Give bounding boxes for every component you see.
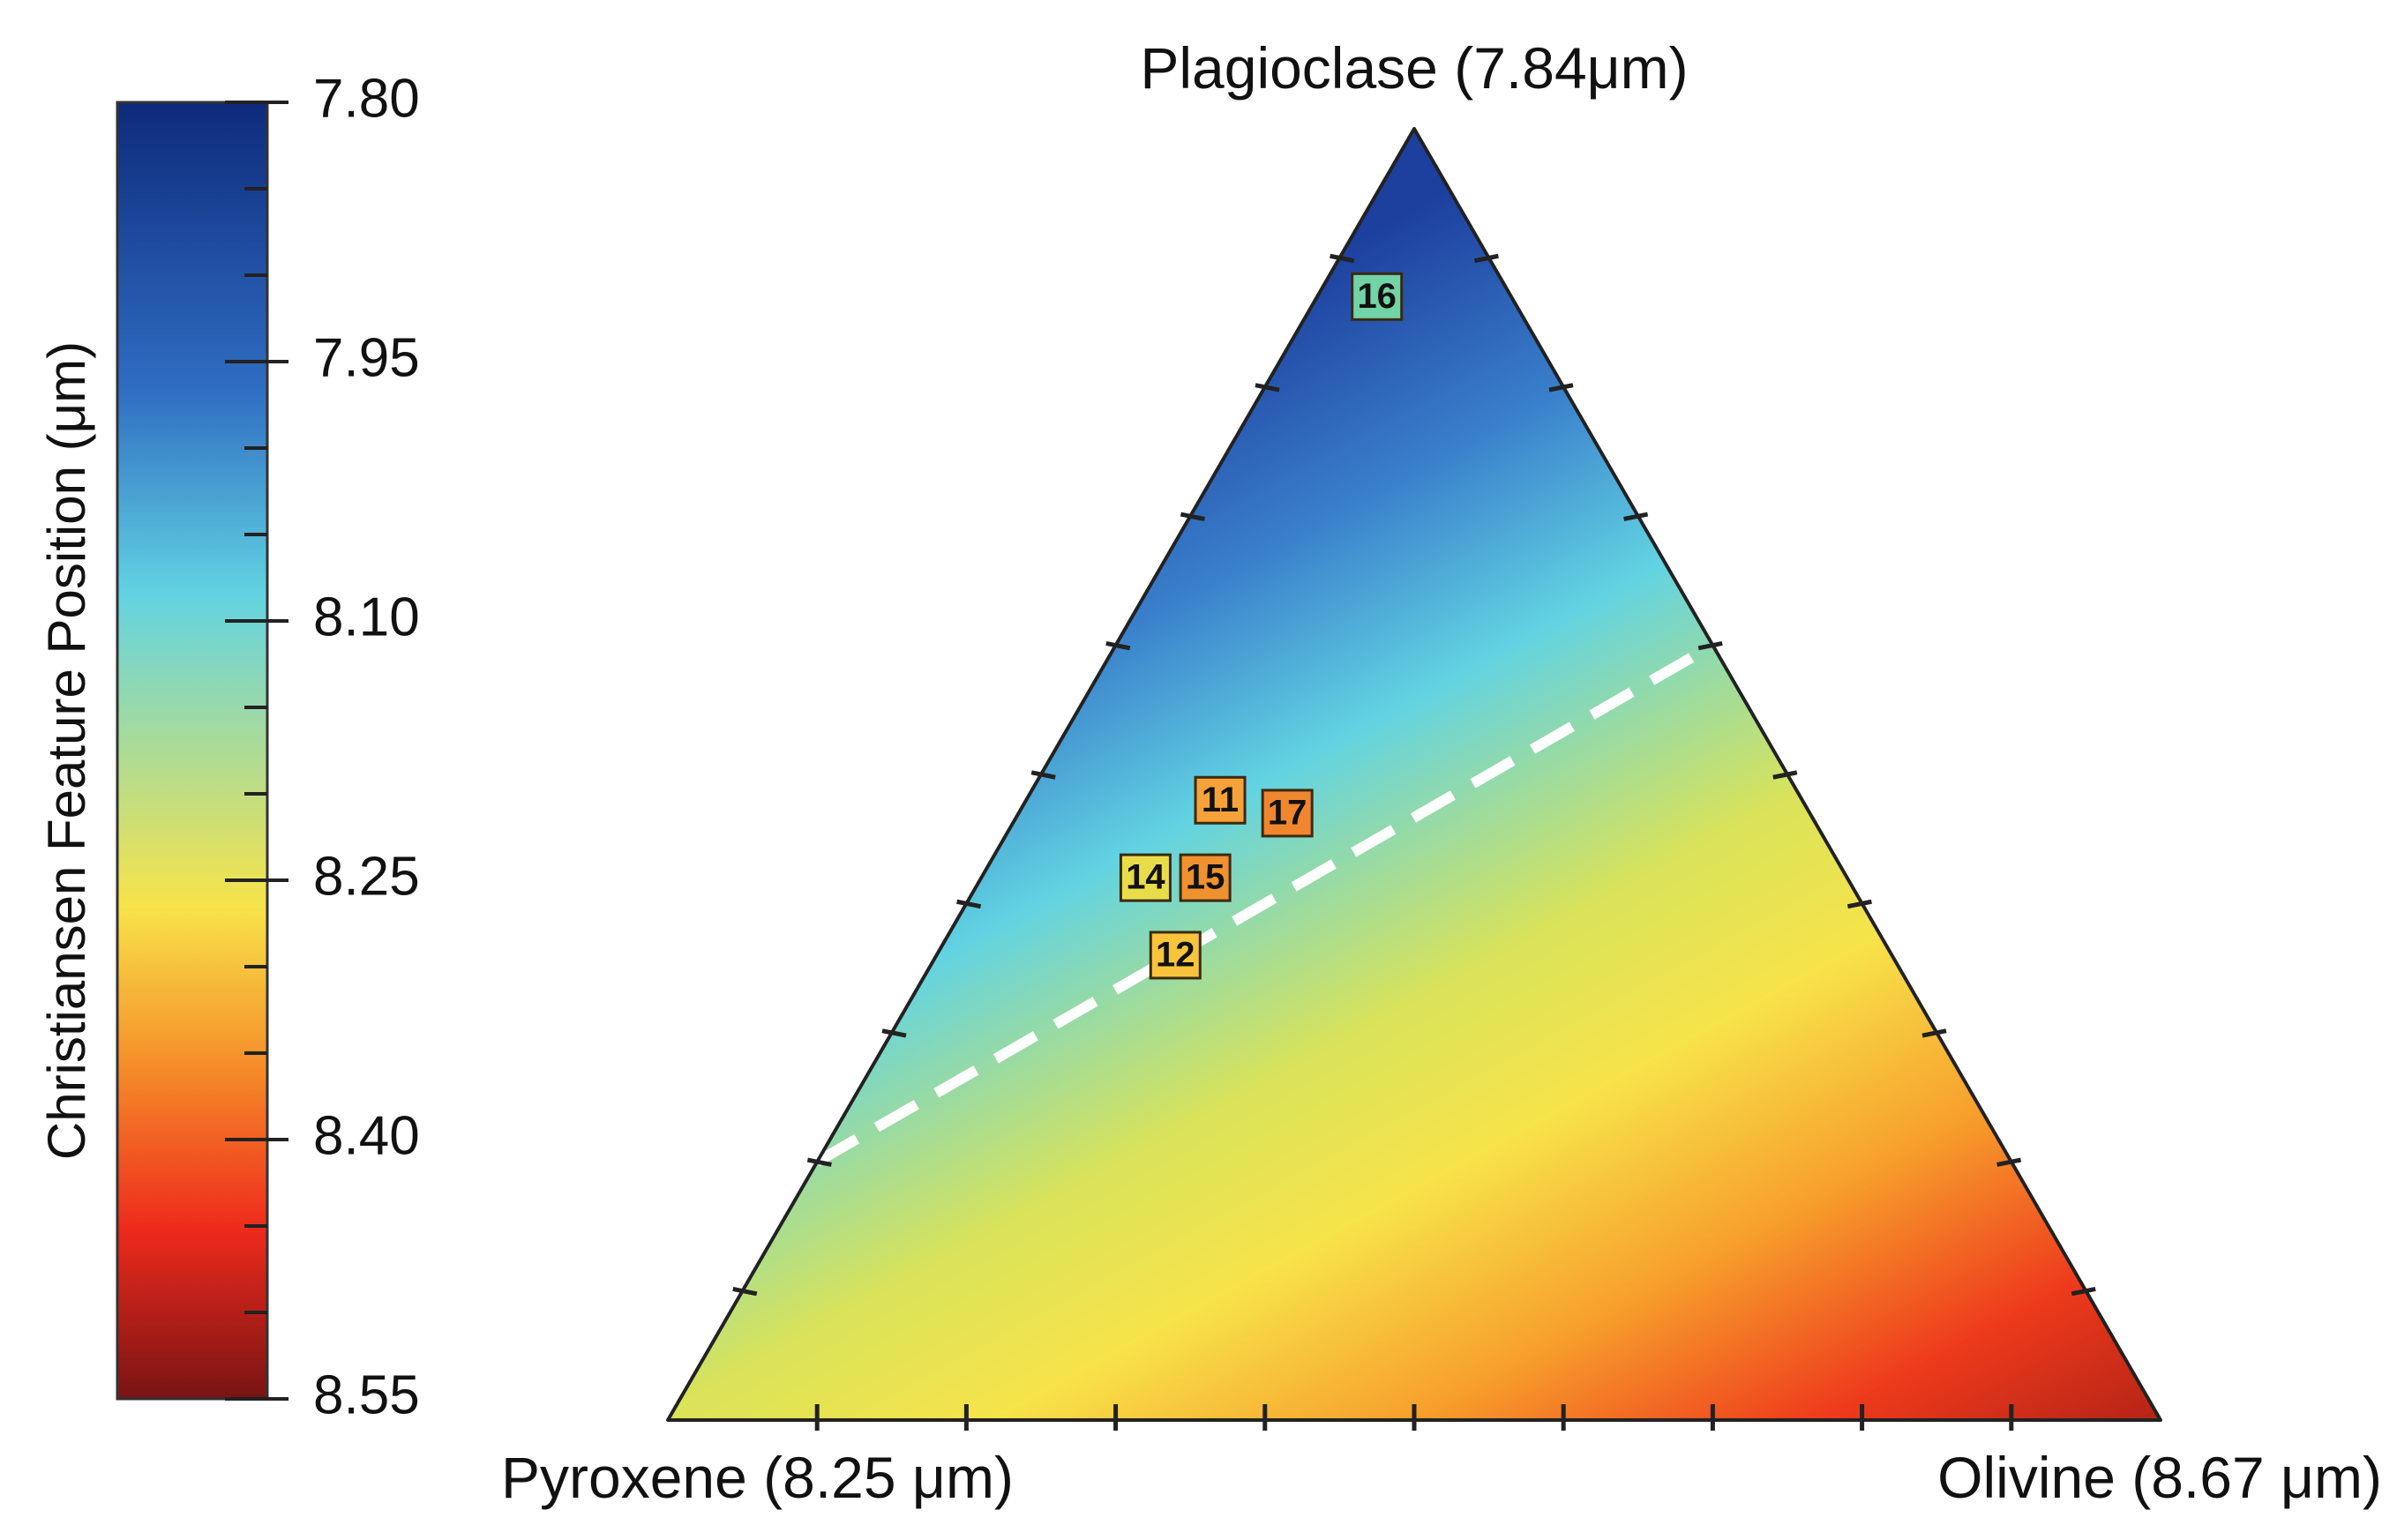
colorbar-tick-label: 7.80 bbox=[313, 68, 420, 129]
sample-box bbox=[1149, 931, 1202, 980]
colorbar-tick-label: 8.40 bbox=[313, 1105, 420, 1166]
colorbar-tick-label: 8.10 bbox=[313, 587, 420, 647]
tick-right-side bbox=[1697, 640, 1723, 651]
triangle-ticks bbox=[732, 253, 2096, 1431]
sample-box bbox=[1351, 272, 1404, 321]
vertex-label-plagioclase: Plagioclase (7.84μm) bbox=[1140, 35, 1688, 101]
ternary-plot: 16 11 17 14 15 12 Plagioclase (7.84μm) Pyroxe… bbox=[501, 35, 2382, 1510]
sample-marker: 17 bbox=[1261, 789, 1314, 838]
tick-left-side bbox=[1330, 253, 1355, 264]
sample-marker: 14 bbox=[1119, 853, 1172, 902]
sample-marker: 12 bbox=[1149, 931, 1202, 980]
tick-right-side bbox=[1772, 770, 1798, 780]
tick-right-side bbox=[1623, 512, 1649, 521]
sample-marker: 16 bbox=[1351, 272, 1404, 321]
boundary-dashed-line bbox=[814, 640, 1716, 1167]
tick-left-side bbox=[956, 899, 982, 909]
colorbar-title: Christiansen Feature Position (μm) bbox=[37, 341, 96, 1160]
triangle-fill bbox=[668, 129, 2161, 1420]
tick-left-side bbox=[806, 1157, 832, 1167]
sample-marker: 11 bbox=[1194, 775, 1247, 825]
vertex-label-pyroxene: Pyroxene (8.25 μm) bbox=[501, 1445, 1014, 1510]
colorbar-ticks: 7.80 7.95 8.10 8.25 8.40 8.55 bbox=[225, 68, 420, 1425]
tick-left-side bbox=[1105, 640, 1131, 651]
tick-right-side bbox=[1921, 1028, 1947, 1038]
colorbar-tick-label: 7.95 bbox=[313, 327, 420, 388]
sample-box bbox=[1119, 853, 1172, 902]
colorbar-rect bbox=[116, 101, 269, 1401]
tick-right-side bbox=[1548, 383, 1574, 392]
tick-right-side bbox=[2071, 1286, 2096, 1297]
sample-label: 12 bbox=[1156, 936, 1195, 975]
tick-left-side bbox=[1030, 770, 1056, 780]
sample-label: 15 bbox=[1186, 858, 1225, 897]
tick-left-side bbox=[732, 1286, 758, 1297]
tick-right-side bbox=[1996, 1157, 2022, 1167]
sample-label: 14 bbox=[1126, 858, 1165, 897]
colorbar: 7.80 7.95 8.10 8.25 8.40 8.55 Christiansen Fe… bbox=[37, 68, 420, 1425]
tick-right-side bbox=[1846, 899, 1872, 909]
sample-markers: 16 11 17 14 15 12 bbox=[1119, 272, 1404, 980]
sample-box bbox=[1179, 853, 1232, 902]
sample-box bbox=[1194, 775, 1247, 825]
tick-left-side bbox=[1180, 512, 1205, 521]
tick-right-side bbox=[1473, 253, 1499, 264]
tick-left-side bbox=[1255, 383, 1280, 392]
sample-marker: 15 bbox=[1179, 853, 1232, 902]
sample-label: 17 bbox=[1268, 793, 1307, 832]
vertex-label-olivine: Olivine (8.67 μm) bbox=[1937, 1445, 2382, 1510]
tick-left-side bbox=[881, 1028, 907, 1038]
sample-label: 16 bbox=[1357, 277, 1397, 316]
sample-label: 11 bbox=[1202, 781, 1239, 819]
colorbar-tick-label: 8.25 bbox=[313, 846, 420, 907]
colorbar-tick-label: 8.55 bbox=[313, 1364, 420, 1425]
sample-box bbox=[1261, 789, 1314, 838]
